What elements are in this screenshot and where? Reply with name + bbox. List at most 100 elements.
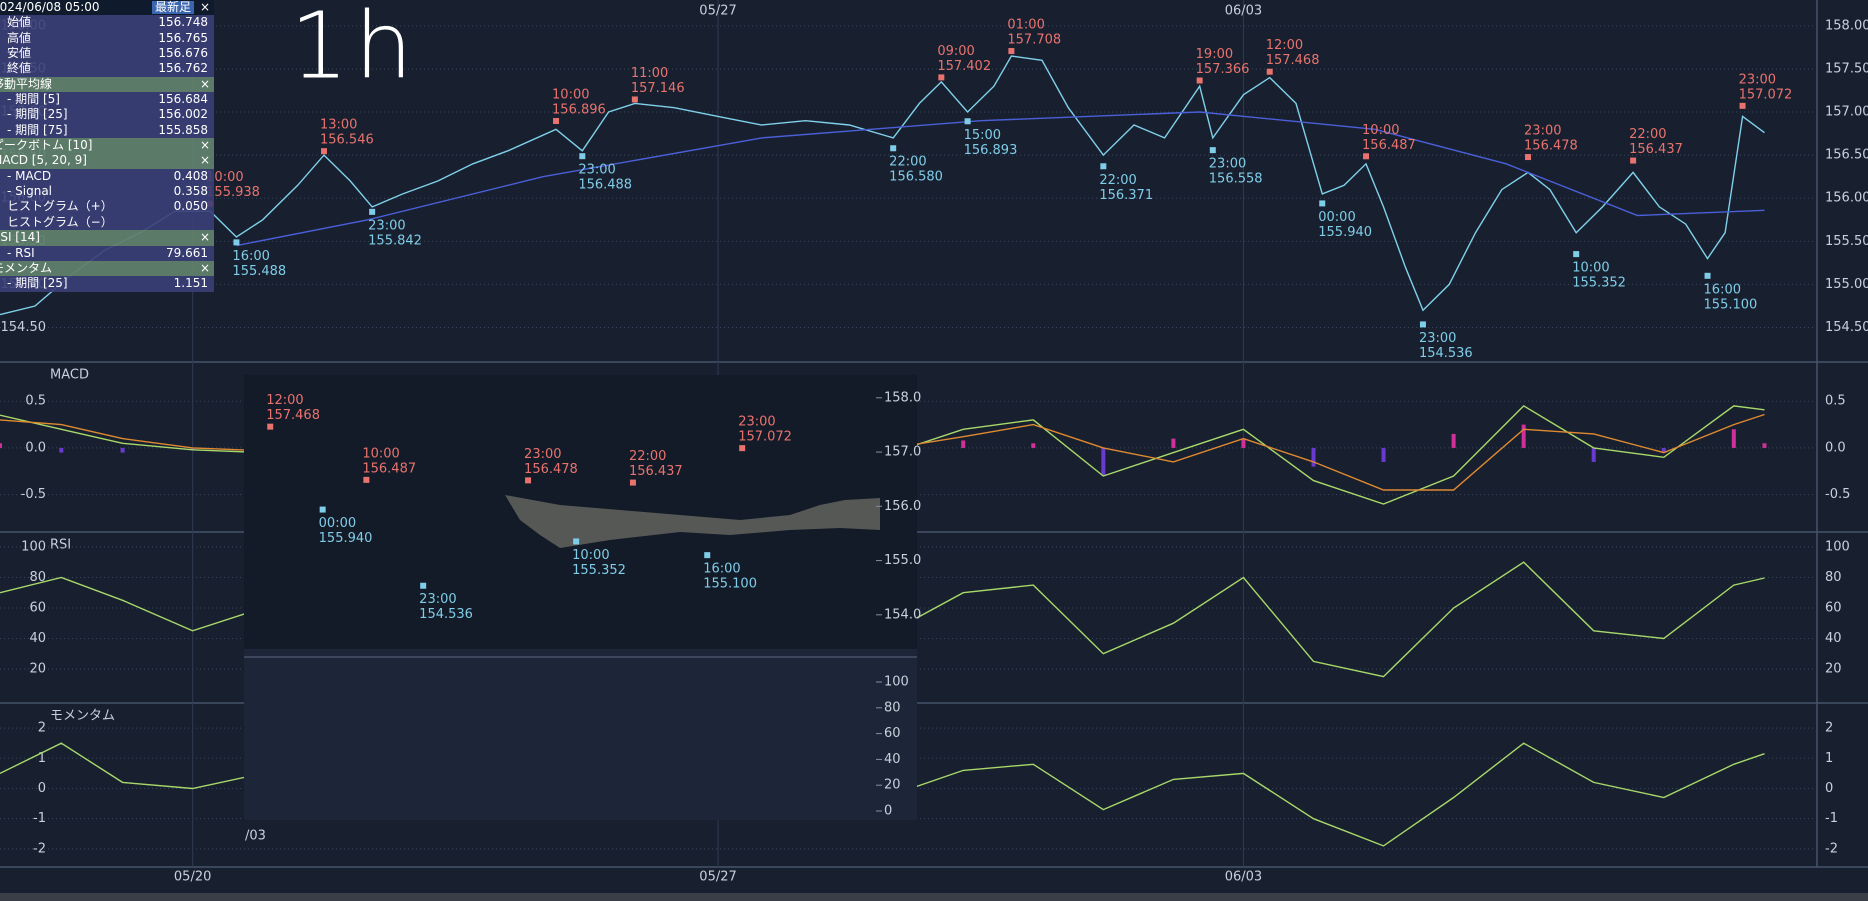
- close-button[interactable]: ×: [199, 138, 210, 153]
- extreme-time: 13:00: [320, 118, 357, 133]
- extreme-marker: [1209, 147, 1216, 154]
- close-button[interactable]: ×: [199, 230, 210, 245]
- extreme-time: 16:00: [703, 562, 740, 577]
- extreme-marker: [938, 74, 945, 81]
- y-tick-label: 0.5: [25, 394, 46, 409]
- value-row: - RSI 79.661: [0, 245, 214, 261]
- extreme-time: 09:00: [937, 44, 974, 59]
- row-value: 156.002: [158, 107, 208, 122]
- y-tick-label: 1: [38, 751, 46, 766]
- histogram-bar: [1311, 447, 1316, 467]
- extreme-marker: [1739, 102, 1746, 109]
- extreme-time: 10:00: [362, 446, 399, 461]
- inset-y-tick-label: 158.0: [884, 390, 921, 405]
- x-tick-label: 05/27: [699, 4, 736, 19]
- y-tick-label: 100: [21, 539, 46, 554]
- close-button[interactable]: ×: [199, 0, 210, 14]
- extreme-marker: [1319, 200, 1326, 207]
- extreme-price: 156.437: [1629, 142, 1683, 157]
- histogram-bar: [190, 447, 195, 450]
- histogram-bar: [1101, 447, 1106, 476]
- latest-button[interactable]: 最新足: [151, 1, 194, 14]
- extreme-marker: [320, 148, 327, 155]
- row-label: - Signal: [7, 184, 53, 199]
- y-tick-label: 158.00: [1825, 18, 1868, 33]
- y-tick-label: 156.00: [1825, 191, 1868, 206]
- y-tick-label: 2: [38, 721, 46, 736]
- extreme-time: 23:00: [419, 592, 456, 607]
- extreme-marker: [631, 96, 638, 103]
- extreme-marker: [573, 538, 580, 545]
- extreme-time: 00:00: [319, 516, 356, 531]
- extreme-price: 156.371: [1099, 188, 1153, 203]
- extreme-price: 156.893: [964, 143, 1018, 158]
- row-value: 0.050: [173, 199, 208, 214]
- extreme-time: 23:00: [368, 218, 405, 233]
- close-button[interactable]: ×: [199, 153, 210, 168]
- value-row: - 期間 [75] 155.858: [0, 122, 214, 139]
- row-label: 始値: [7, 15, 32, 30]
- histogram-bar: [0, 443, 2, 448]
- value-row: ヒストグラム（+） 0.050: [0, 199, 214, 215]
- value-row: - Signal 0.358: [0, 184, 214, 200]
- value-row: - MACD 0.408: [0, 168, 214, 185]
- handwritten-label: 1h: [290, 0, 419, 100]
- y-tick-label: 0: [38, 781, 46, 796]
- extreme-price: 156.896: [552, 103, 606, 118]
- inset-sub-background: [244, 649, 917, 820]
- histogram-bar: [59, 447, 64, 453]
- extreme-marker: [629, 479, 636, 486]
- extreme-price: 155.100: [703, 577, 757, 592]
- y-tick-label: 2: [1825, 721, 1833, 736]
- section-header: モメンタム ×: [0, 260, 214, 277]
- row-label: ヒストグラム（+）: [7, 199, 113, 214]
- y-tick-label: 154.50: [1825, 320, 1868, 335]
- extreme-marker: [525, 477, 532, 484]
- extreme-time: 23:00: [738, 415, 775, 430]
- row-label: - RSI: [7, 245, 35, 260]
- row-label: RSI [14]: [0, 230, 40, 245]
- extreme-price: 157.468: [266, 408, 320, 423]
- row-label: 高値: [7, 30, 32, 45]
- inset-y-tick-label: 154.0: [884, 607, 921, 622]
- extreme-time: 23:00: [1739, 72, 1776, 87]
- extreme-price: 155.938: [206, 185, 260, 200]
- extreme-time: 23:00: [1524, 124, 1561, 139]
- section-header: 移動平均線 ×: [0, 76, 214, 93]
- y-tick-label: -1: [1825, 811, 1838, 826]
- extreme-price: 155.352: [572, 563, 626, 578]
- x-tick-label: 06/03: [1225, 870, 1262, 885]
- y-tick-label: 154.50: [1, 320, 47, 335]
- close-button[interactable]: ×: [199, 76, 210, 91]
- inset-x-label: /03: [245, 829, 266, 844]
- extreme-time: 19:00: [1196, 47, 1233, 62]
- extreme-price: 157.708: [1007, 33, 1061, 48]
- extreme-price: 156.437: [629, 464, 683, 479]
- extreme-time: 00:00: [1318, 210, 1355, 225]
- row-label: - 期間 [25]: [7, 276, 68, 291]
- extreme-time: 22:00: [629, 449, 666, 464]
- y-tick-label: 80: [29, 570, 46, 585]
- series-line: [236, 111, 1765, 247]
- value-row: 安値 156.676: [0, 46, 214, 62]
- extreme-marker: [1573, 251, 1580, 258]
- extreme-price: 157.366: [1196, 62, 1250, 77]
- x-tick-label: 05/20: [174, 870, 211, 885]
- value-row: 始値 156.748: [0, 15, 214, 31]
- row-label: 安値: [7, 46, 32, 61]
- extreme-time: 11:00: [631, 66, 668, 81]
- panel-title: RSI: [50, 538, 71, 553]
- value-row: ヒストグラム（−）: [0, 214, 214, 231]
- close-button[interactable]: ×: [199, 260, 210, 275]
- histogram-bar: [1241, 438, 1246, 448]
- histogram-bar: [1451, 433, 1456, 448]
- histogram-bar: [120, 447, 125, 453]
- extreme-price: 157.072: [738, 430, 792, 445]
- histogram-bar: [1762, 443, 1767, 448]
- extreme-marker: [579, 153, 586, 160]
- extreme-time: 22:00: [1099, 173, 1136, 188]
- row-label: MACD [5, 20, 9]: [0, 153, 87, 168]
- extreme-time: 16:00: [1704, 282, 1741, 297]
- extreme-marker: [553, 118, 560, 125]
